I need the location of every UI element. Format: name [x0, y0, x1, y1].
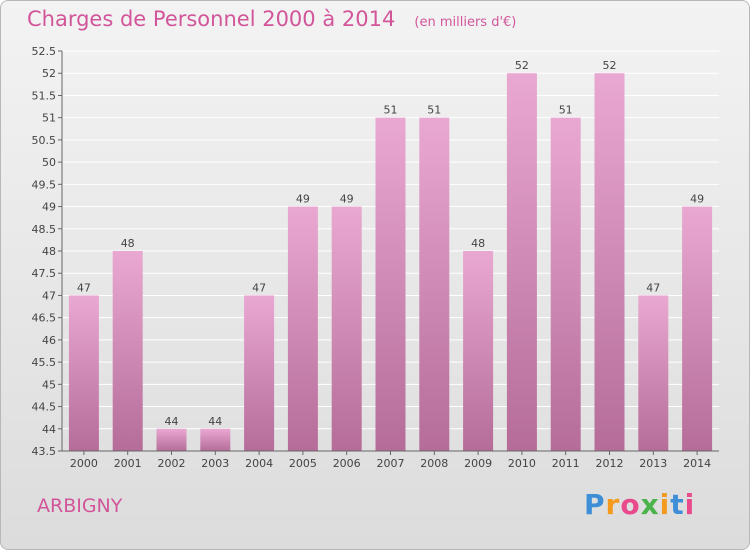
y-tick-label: 48.5	[32, 223, 57, 236]
logo-letter: x	[640, 488, 660, 521]
bar-2005	[287, 206, 318, 451]
y-tick-label: 51	[42, 112, 56, 125]
title-row: Charges de Personnel 2000 à 2014 (en mil…	[27, 7, 516, 31]
x-tick-label: 2006	[333, 457, 361, 470]
data-label-2003: 44	[208, 415, 222, 428]
y-tick-label: 44.5	[32, 401, 57, 414]
data-label-2002: 44	[165, 415, 179, 428]
data-label-2012: 52	[603, 59, 617, 72]
bar-2008	[419, 117, 450, 452]
bar-2000	[68, 295, 99, 451]
logo-letter: r	[605, 488, 621, 521]
data-label-2000: 47	[77, 281, 91, 294]
y-tick-label: 51.5	[32, 89, 57, 102]
data-label-2006: 49	[340, 193, 354, 206]
data-label-2005: 49	[296, 193, 310, 206]
x-tick-label: 2014	[683, 457, 711, 470]
bar-2003	[200, 428, 231, 451]
x-tick-label: 2010	[508, 457, 536, 470]
data-label-2010: 52	[515, 59, 529, 72]
logo-letter: o	[620, 488, 641, 521]
data-label-2008: 51	[427, 104, 441, 117]
logo-letter: t	[670, 488, 685, 521]
x-tick-label: 2002	[158, 457, 186, 470]
bar-2013	[638, 295, 669, 451]
bar-2001	[112, 251, 143, 451]
y-tick-label: 44	[42, 423, 56, 436]
x-tick-label: 2013	[639, 457, 667, 470]
bar-2006	[331, 206, 362, 451]
chart-title: Charges de Personnel 2000 à 2014	[27, 7, 396, 31]
y-tick-label: 49	[42, 201, 56, 214]
proxiti-logo: Proxiti	[584, 488, 695, 521]
data-label-2001: 48	[121, 237, 135, 250]
bar-2014	[682, 206, 713, 451]
commune-name: ARBIGNY	[37, 495, 123, 517]
y-tick-label: 46	[42, 334, 56, 347]
logo-letter: P	[584, 488, 606, 521]
data-label-2014: 49	[690, 193, 704, 206]
logo-letter: i	[659, 488, 671, 521]
bar-2011	[550, 117, 581, 452]
data-label-2013: 47	[646, 281, 660, 294]
chart-subtitle: (en milliers d'€)	[414, 15, 517, 30]
y-tick-label: 45	[42, 378, 56, 391]
x-tick-label: 2011	[552, 457, 580, 470]
y-tick-label: 52.5	[32, 45, 57, 58]
x-tick-label: 2001	[114, 457, 142, 470]
x-tick-label: 2008	[420, 457, 448, 470]
x-tick-label: 2005	[289, 457, 317, 470]
y-tick-label: 46.5	[32, 312, 57, 325]
y-tick-label: 49.5	[32, 178, 57, 191]
y-tick-label: 52	[42, 67, 56, 80]
data-label-2011: 51	[559, 104, 573, 117]
y-tick-label: 45.5	[32, 356, 57, 369]
y-tick-label: 50.5	[32, 134, 57, 147]
axes: 43.5 44 44.5 45 45.5 46 46.5 47 47.5 48 48.5 49 49.5…	[32, 45, 719, 470]
x-tick-label: 2012	[596, 457, 624, 470]
logo-letter: i	[684, 488, 696, 521]
bar-2012	[594, 73, 625, 451]
data-label-2004: 47	[252, 281, 266, 294]
bar-2009	[463, 251, 494, 451]
x-tick-label: 2004	[245, 457, 273, 470]
x-tick-label: 2000	[70, 457, 98, 470]
y-tick-label: 47.5	[32, 267, 57, 280]
data-labels: 47 48 44 44 47 49 49 51 51 48 52 51 52 47 49	[77, 59, 704, 428]
data-label-2007: 51	[384, 104, 398, 117]
bar-2007	[375, 117, 406, 452]
x-tick-label: 2007	[377, 457, 405, 470]
bar-2004	[244, 295, 275, 451]
y-tick-label: 50	[42, 156, 56, 169]
data-label-2009: 48	[471, 237, 485, 250]
y-tick-label: 48	[42, 245, 56, 258]
y-tick-label: 43.5	[32, 445, 57, 458]
x-tick-label: 2009	[464, 457, 492, 470]
bars	[68, 73, 713, 452]
bar-2002	[156, 428, 187, 451]
y-tick-label: 47	[42, 289, 56, 302]
x-tick-label: 2003	[201, 457, 229, 470]
bar-2010	[506, 73, 537, 451]
